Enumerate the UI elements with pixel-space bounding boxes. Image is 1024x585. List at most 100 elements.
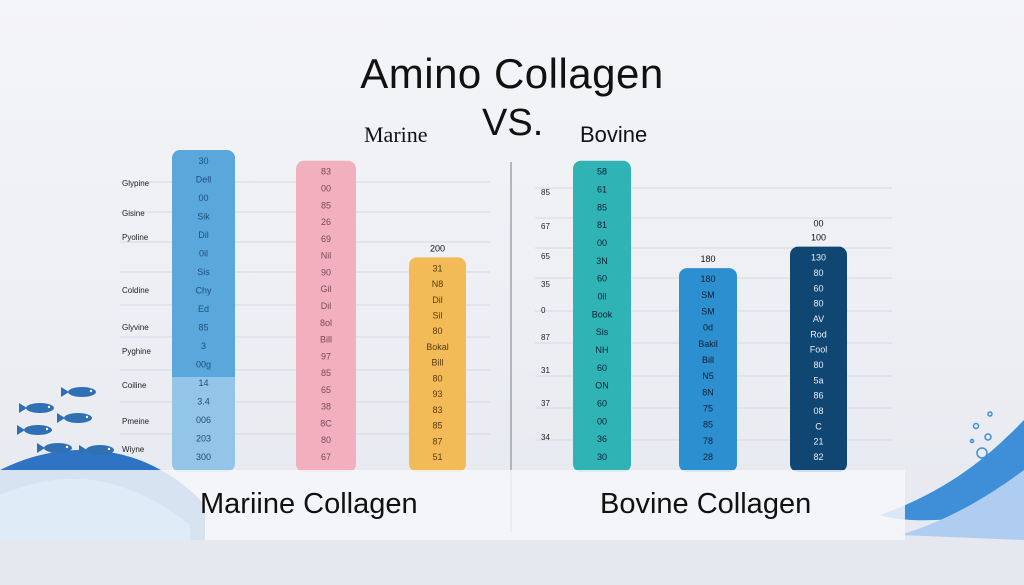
bars-layer: 30 Dell 00 Sik Dil 0il Sis Chy Ed 85 3 00g 14 3.4 006 2…: [172, 150, 847, 472]
bar-marine-1: [172, 150, 235, 472]
bar-label: Sik: [197, 212, 210, 222]
bovine-collagen-caption: Bovine Collagen: [600, 488, 812, 520]
row-label: 0: [541, 306, 546, 315]
row-label: 37: [541, 399, 550, 408]
bar-label: 21: [813, 437, 823, 447]
bar-label: 80: [813, 268, 823, 278]
bar-label: 300: [196, 452, 211, 462]
bar-label: 80: [432, 373, 442, 383]
bar-label: 203: [196, 434, 211, 444]
bar-marine-3: [409, 257, 466, 472]
bar-label: SM: [701, 306, 715, 316]
bar-fade: [172, 377, 235, 472]
subtitle-marine: Marine: [364, 122, 428, 147]
bar-label: Gil: [321, 284, 332, 294]
row-label: 87: [541, 333, 550, 342]
bar-label: 83: [321, 167, 331, 177]
bar-label: 180: [700, 274, 715, 284]
bar-label: 5a: [813, 375, 823, 385]
bar-label: Ed: [198, 304, 209, 314]
bar-label: 90: [321, 267, 331, 277]
bar-label: 78: [703, 436, 713, 446]
bar-bovine-1: [573, 160, 631, 472]
row-label: 67: [541, 222, 550, 231]
bar-label: 80: [432, 326, 442, 336]
bar-label: 0il: [597, 292, 606, 302]
bubbles-icon: [969, 411, 993, 459]
bar-label: C: [815, 421, 822, 431]
bar-label: 60: [597, 399, 607, 409]
bar-label: 00: [597, 238, 607, 248]
bar-label: 3.4: [197, 397, 210, 407]
bar-top-label: 00: [813, 219, 823, 229]
bar-label: 85: [198, 323, 208, 333]
bar-label: 8N: [702, 387, 714, 397]
bar-label: 69: [321, 234, 331, 244]
bar-label: Fool: [810, 345, 828, 355]
bar-label: 87: [432, 436, 442, 446]
bar-label: Sis: [197, 267, 210, 277]
bar-label: Nil: [321, 251, 332, 261]
bar-label: 85: [321, 200, 331, 210]
row-label: Pmeine: [122, 417, 150, 426]
page-title: Amino Collagen: [360, 50, 664, 97]
bar-label: 83: [432, 405, 442, 415]
bar-label: 08: [813, 406, 823, 416]
bar-label: Book: [592, 309, 613, 319]
bar-label: 00: [321, 184, 331, 194]
marine-collagen-caption: Mariine Collagen: [200, 488, 418, 520]
bar-label: 130: [811, 253, 826, 263]
row-label: Coiline: [122, 381, 147, 390]
row-label: Gisine: [122, 209, 145, 218]
bar-label: 67: [321, 452, 331, 462]
bar-label: 30: [198, 156, 208, 166]
row-label: 65: [541, 252, 550, 261]
bar-label: 3N: [596, 256, 608, 266]
bar-label: SM: [701, 290, 715, 300]
base-platform: [0, 470, 905, 540]
bar-label: Bill: [431, 358, 443, 368]
row-label: Pyoline: [122, 233, 149, 242]
bar-marine-2: [296, 160, 356, 472]
bar-label: 8C: [320, 418, 332, 428]
row-label: 35: [541, 280, 550, 289]
row-label: Glypine: [122, 179, 150, 188]
bar-label: 80: [813, 360, 823, 370]
bar-bovine-3: [790, 246, 847, 472]
bar-label: 26: [321, 217, 331, 227]
bar-label: Dil: [198, 230, 209, 240]
bar-label: N8: [432, 279, 444, 289]
bar-label: Dil: [432, 295, 443, 305]
bar-label: Rod: [810, 329, 827, 339]
bar-label: 0il: [199, 249, 208, 259]
bar-label: 65: [321, 385, 331, 395]
bar-label: 14: [198, 378, 208, 388]
bar-label: 85: [321, 368, 331, 378]
bar-label: 81: [597, 220, 607, 230]
bar-label: ON: [595, 381, 609, 391]
bar-label: 31: [432, 263, 442, 273]
bar-label: 85: [432, 421, 442, 431]
gridlines: [120, 181, 892, 441]
bar-top-label: 200: [430, 243, 445, 253]
bar-label: 28: [703, 452, 713, 462]
row-label: 34: [541, 433, 550, 442]
bar-label: 86: [813, 391, 823, 401]
vs-label: VS.: [482, 102, 544, 144]
bar-label: 93: [432, 389, 442, 399]
bar-label: N5: [702, 371, 714, 381]
bar-label: Sil: [432, 311, 442, 321]
row-label: Wiyne: [122, 445, 145, 454]
bar-label: 75: [703, 403, 713, 413]
bar-label: 00: [198, 193, 208, 203]
bar-label: 0d: [703, 323, 713, 333]
bar-label: 85: [597, 202, 607, 212]
row-label: Coldine: [122, 286, 150, 295]
row-label: Glyvine: [122, 323, 149, 332]
bar-label: Dell: [196, 175, 212, 185]
bar-label: Bokal: [426, 342, 449, 352]
bar-label: 80: [321, 435, 331, 445]
bar-label: 00g: [196, 360, 211, 370]
row-label: 85: [541, 188, 550, 197]
